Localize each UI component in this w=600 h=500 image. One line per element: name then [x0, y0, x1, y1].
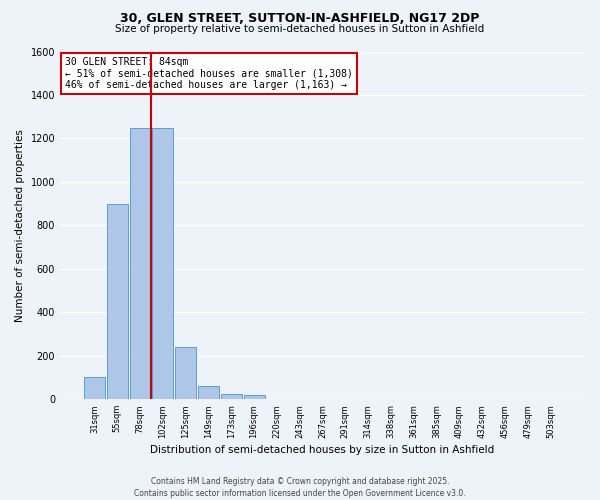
Bar [107, 204, 128, 399]
Bar [244, 395, 265, 399]
Text: 30 GLEN STREET: 84sqm
← 51% of semi-detached houses are smaller (1,308)
46% of s: 30 GLEN STREET: 84sqm ← 51% of semi-deta… [65, 56, 353, 90]
Bar [130, 128, 151, 399]
Bar [221, 394, 242, 399]
Bar [175, 347, 196, 399]
Bar [198, 386, 219, 399]
Y-axis label: Number of semi-detached properties: Number of semi-detached properties [15, 129, 25, 322]
Bar [84, 378, 105, 399]
Text: Contains HM Land Registry data © Crown copyright and database right 2025.
Contai: Contains HM Land Registry data © Crown c… [134, 476, 466, 498]
Text: 30, GLEN STREET, SUTTON-IN-ASHFIELD, NG17 2DP: 30, GLEN STREET, SUTTON-IN-ASHFIELD, NG1… [121, 12, 479, 26]
Bar [152, 128, 173, 399]
X-axis label: Distribution of semi-detached houses by size in Sutton in Ashfield: Distribution of semi-detached houses by … [151, 445, 494, 455]
Text: Size of property relative to semi-detached houses in Sutton in Ashfield: Size of property relative to semi-detach… [115, 24, 485, 34]
